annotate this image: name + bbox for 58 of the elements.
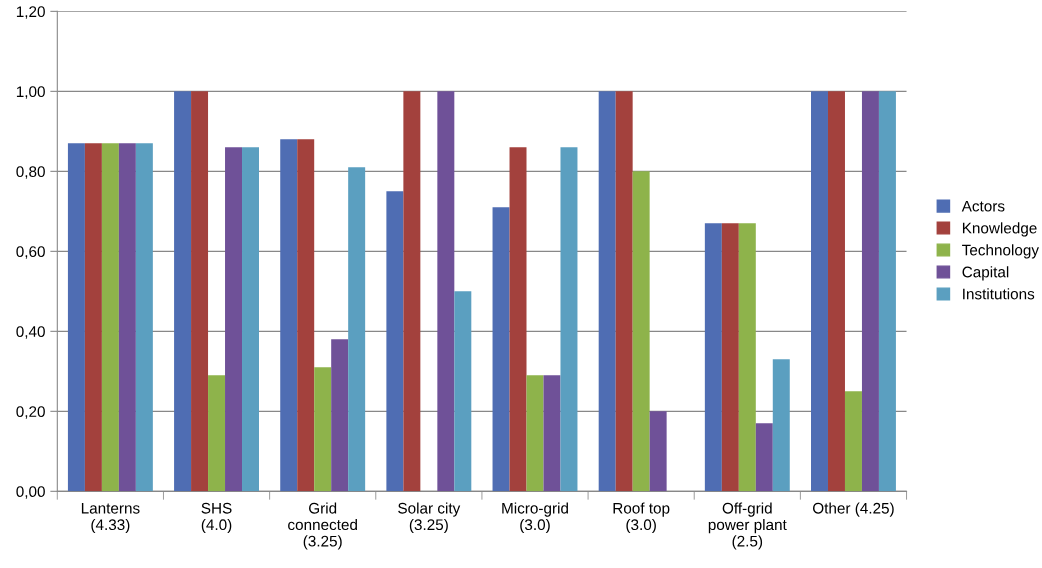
y-tick-label: 0,40 — [16, 326, 45, 339]
bar — [772, 359, 790, 492]
bar — [191, 91, 209, 492]
x-tick-label: SHS (4.0) — [201, 502, 232, 534]
bar — [738, 223, 756, 492]
y-tick-label: 0,00 — [16, 486, 45, 499]
bar — [526, 375, 544, 492]
x-tick-label: Roof top (3.0) — [613, 502, 670, 534]
legend-label: Capital — [962, 266, 1009, 281]
bar — [403, 91, 421, 492]
x-tick-label: Micro-grid (3.0) — [502, 502, 568, 534]
bar — [348, 167, 366, 492]
bar — [84, 143, 102, 492]
bar — [492, 207, 510, 492]
bar — [67, 143, 85, 492]
bar — [386, 191, 404, 492]
bar — [314, 367, 332, 492]
bar — [225, 147, 243, 492]
bar — [632, 171, 650, 492]
bar — [755, 423, 773, 492]
legend-label: Actors — [961, 200, 1005, 212]
bar — [827, 91, 845, 492]
bar — [861, 91, 879, 492]
legend-label: Technology — [962, 244, 1039, 259]
bar — [509, 147, 527, 492]
x-tick-label: Grid connected (3.25) — [288, 502, 357, 550]
bar — [280, 139, 298, 492]
bar — [811, 91, 828, 492]
bar — [454, 291, 472, 492]
x-tick-label: Off-grid power plant (2.5) — [708, 502, 787, 550]
bar — [721, 223, 739, 492]
bar — [297, 139, 315, 492]
bar — [649, 411, 667, 492]
bar — [543, 375, 561, 492]
x-tick-label: Solar city (3.25) — [398, 502, 461, 534]
bar — [615, 91, 633, 492]
y-tick-label: 0,60 — [16, 246, 45, 259]
bar — [704, 223, 722, 492]
bar — [118, 143, 136, 492]
bar — [174, 91, 192, 492]
bar — [844, 391, 862, 492]
y-tick-label: 1,00 — [16, 86, 45, 99]
bar — [135, 143, 153, 492]
bar — [208, 375, 226, 492]
bar — [560, 147, 578, 492]
bar — [242, 147, 259, 492]
y-tick-label: 0,80 — [16, 166, 45, 179]
bar — [101, 143, 119, 492]
bar — [878, 91, 896, 492]
bar — [437, 91, 455, 492]
bar — [598, 91, 616, 492]
x-tick-label: Lanterns (4.33) — [81, 502, 140, 534]
y-tick-label: 1,20 — [16, 6, 45, 19]
y-tick-label: 0,20 — [16, 406, 45, 419]
legend-label: Institutions — [963, 288, 1035, 300]
bar — [331, 339, 349, 492]
x-tick-label: Other (4.25) — [813, 502, 894, 517]
legend-label: Knowledge — [962, 222, 1037, 237]
